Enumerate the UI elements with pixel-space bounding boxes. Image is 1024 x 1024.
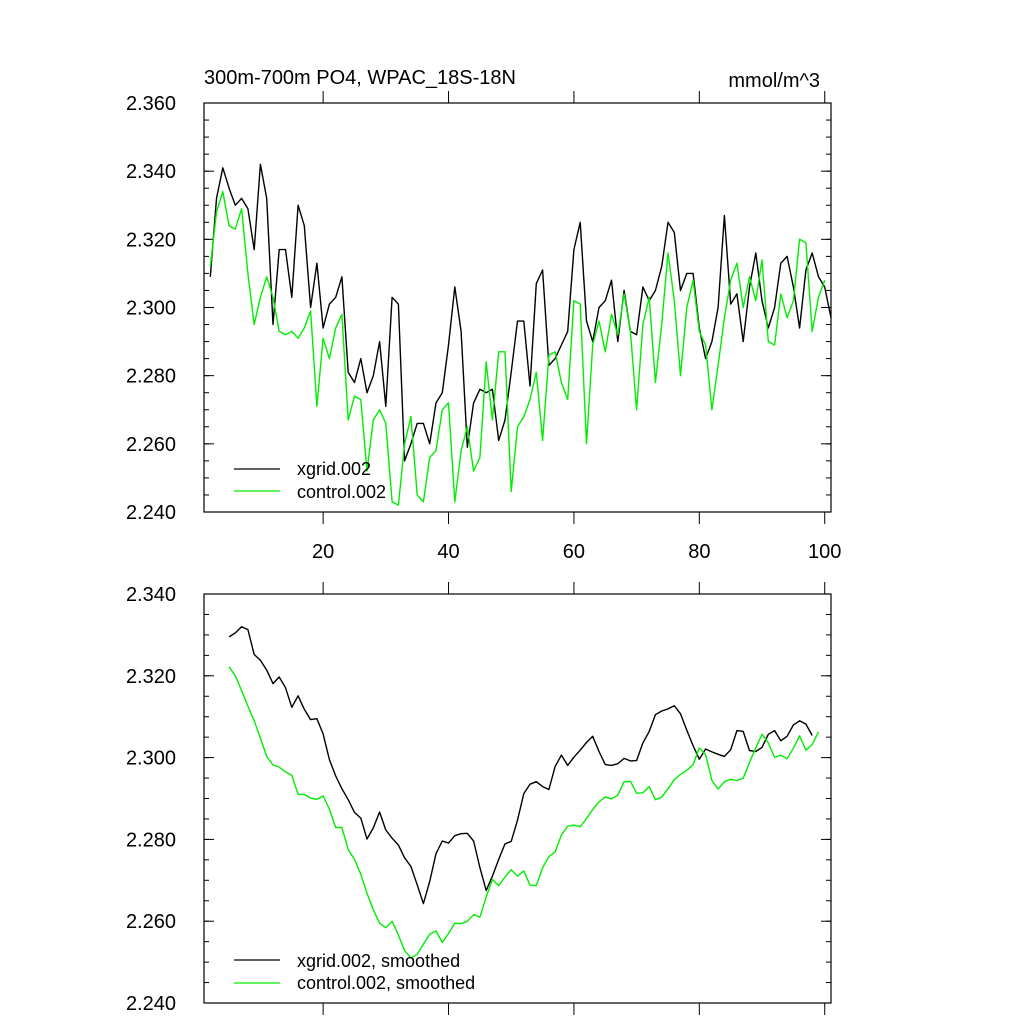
x-tick-label: 100 xyxy=(808,541,841,563)
ticks-bottom: 2.240 2.260 2.280 2.300 2.320 2.340 xyxy=(126,582,831,1015)
chart-title: 300m-700m PO4, WPAC_18S-18N xyxy=(204,67,516,89)
y-tick-label: 2.280 xyxy=(126,366,176,388)
x-tick-label: 60 xyxy=(563,541,585,563)
y-tick-label: 2.240 xyxy=(126,502,176,524)
y-tick-label: 2.300 xyxy=(126,298,176,320)
y-tick-label: 2.240 xyxy=(126,993,176,1015)
y-tick-label: 2.280 xyxy=(126,829,176,851)
series-line-control xyxy=(228,666,820,959)
y-tick-label: 2.360 xyxy=(126,93,176,115)
legend-bottom: xgrid.002, smoothed control.002, smoothe… xyxy=(234,951,475,993)
panel-bottom: 2.240 2.260 2.280 2.300 2.320 2.340 xgrid.002… xyxy=(126,582,832,1015)
x-tick-label: 80 xyxy=(688,541,710,563)
y-tick-label: 2.260 xyxy=(126,434,176,456)
series-line-xgrid xyxy=(209,163,832,462)
plot-frame-bottom xyxy=(203,593,832,1004)
series-line-control xyxy=(209,190,826,506)
y-tick-label: 2.340 xyxy=(126,161,176,183)
panel-top: 300m-700m PO4, WPAC_18S-18N mmol/m^3 2.2… xyxy=(126,67,841,563)
y-tick-label: 2.320 xyxy=(126,666,176,688)
x-tick-label: 20 xyxy=(312,541,334,563)
legend-label-xgrid: xgrid.002 xyxy=(297,459,371,479)
x-tick-label: 40 xyxy=(437,541,459,563)
y-tick-label: 2.320 xyxy=(126,229,176,251)
legend-top: xgrid.002 control.002 xyxy=(234,459,386,502)
plot-frame-top xyxy=(203,102,832,513)
legend-label-xgrid-smoothed: xgrid.002, smoothed xyxy=(297,951,460,971)
y-tick-label: 2.340 xyxy=(126,584,176,606)
y-tick-label: 2.300 xyxy=(126,748,176,770)
series-lines-bottom xyxy=(228,626,820,959)
legend-label-control-smoothed: control.002, smoothed xyxy=(297,973,475,993)
ticks-top: 2.240 2.260 2.280 2.300 2.320 2.340 2.360 20 40 6… xyxy=(126,91,841,563)
legend-label-control: control.002 xyxy=(297,482,386,502)
series-line-xgrid xyxy=(228,626,813,905)
units-label: mmol/m^3 xyxy=(728,70,820,92)
y-tick-label: 2.260 xyxy=(126,911,176,933)
series-lines-top xyxy=(209,163,832,506)
